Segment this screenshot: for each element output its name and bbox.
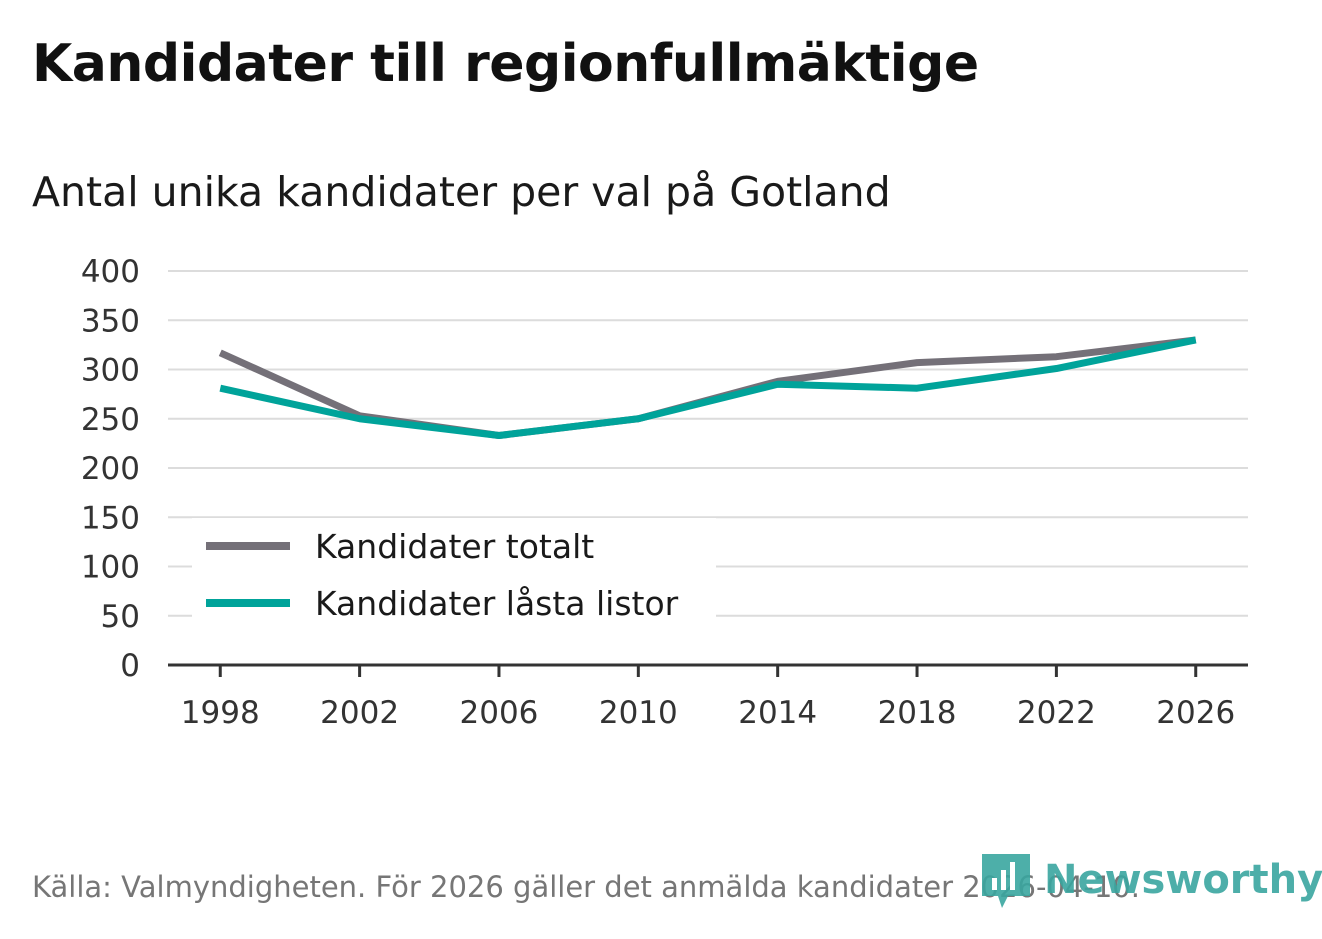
x-tick-label: 2022 [1017,695,1096,731]
x-tick-label: 2014 [738,695,817,731]
x-tick-label: 2018 [878,695,957,731]
data-series [218,336,1197,439]
chart-subtitle: Antal unika kandidater per val på Gotlan… [32,168,891,216]
brand-name: Newsworthy [1044,857,1322,903]
y-tick-label: 300 [81,353,140,389]
source-note: Källa: Valmyndigheten. För 2026 gäller d… [32,870,1140,904]
x-tick-label: 2026 [1156,695,1235,731]
legend-background [192,518,716,630]
x-tick-label: 1998 [181,695,260,731]
y-tick-label: 50 [101,599,140,635]
series-line-2 [219,336,1197,439]
y-tick-label: 200 [81,451,140,487]
y-tick-label: 0 [120,648,140,684]
y-tick-label: 100 [81,550,140,586]
y-tick-label: 400 [81,254,140,290]
bar-chart-speech-bubble-icon [982,854,1030,908]
legend: Kandidater totalt Kandidater låsta listor [192,518,716,630]
legend-label: Kandidater låsta listor [315,584,679,623]
y-tick-label: 350 [81,303,140,339]
brand-logo: Newsworthy [980,850,1322,910]
legend-label: Kandidater totalt [315,527,594,566]
y-axis-ticks: 0 50 100 150 200 250 300 350 400 [81,254,140,684]
chart-title: Kandidater till regionfullmäktige [32,34,979,94]
x-axis-ticks: 1998 2002 2006 2010 2014 2018 2022 2026 [181,665,1235,731]
y-tick-label: 250 [81,402,140,438]
y-tick-label: 150 [81,500,140,536]
x-tick-label: 2010 [599,695,678,731]
x-tick-label: 2002 [320,695,399,731]
x-tick-label: 2006 [460,695,539,731]
